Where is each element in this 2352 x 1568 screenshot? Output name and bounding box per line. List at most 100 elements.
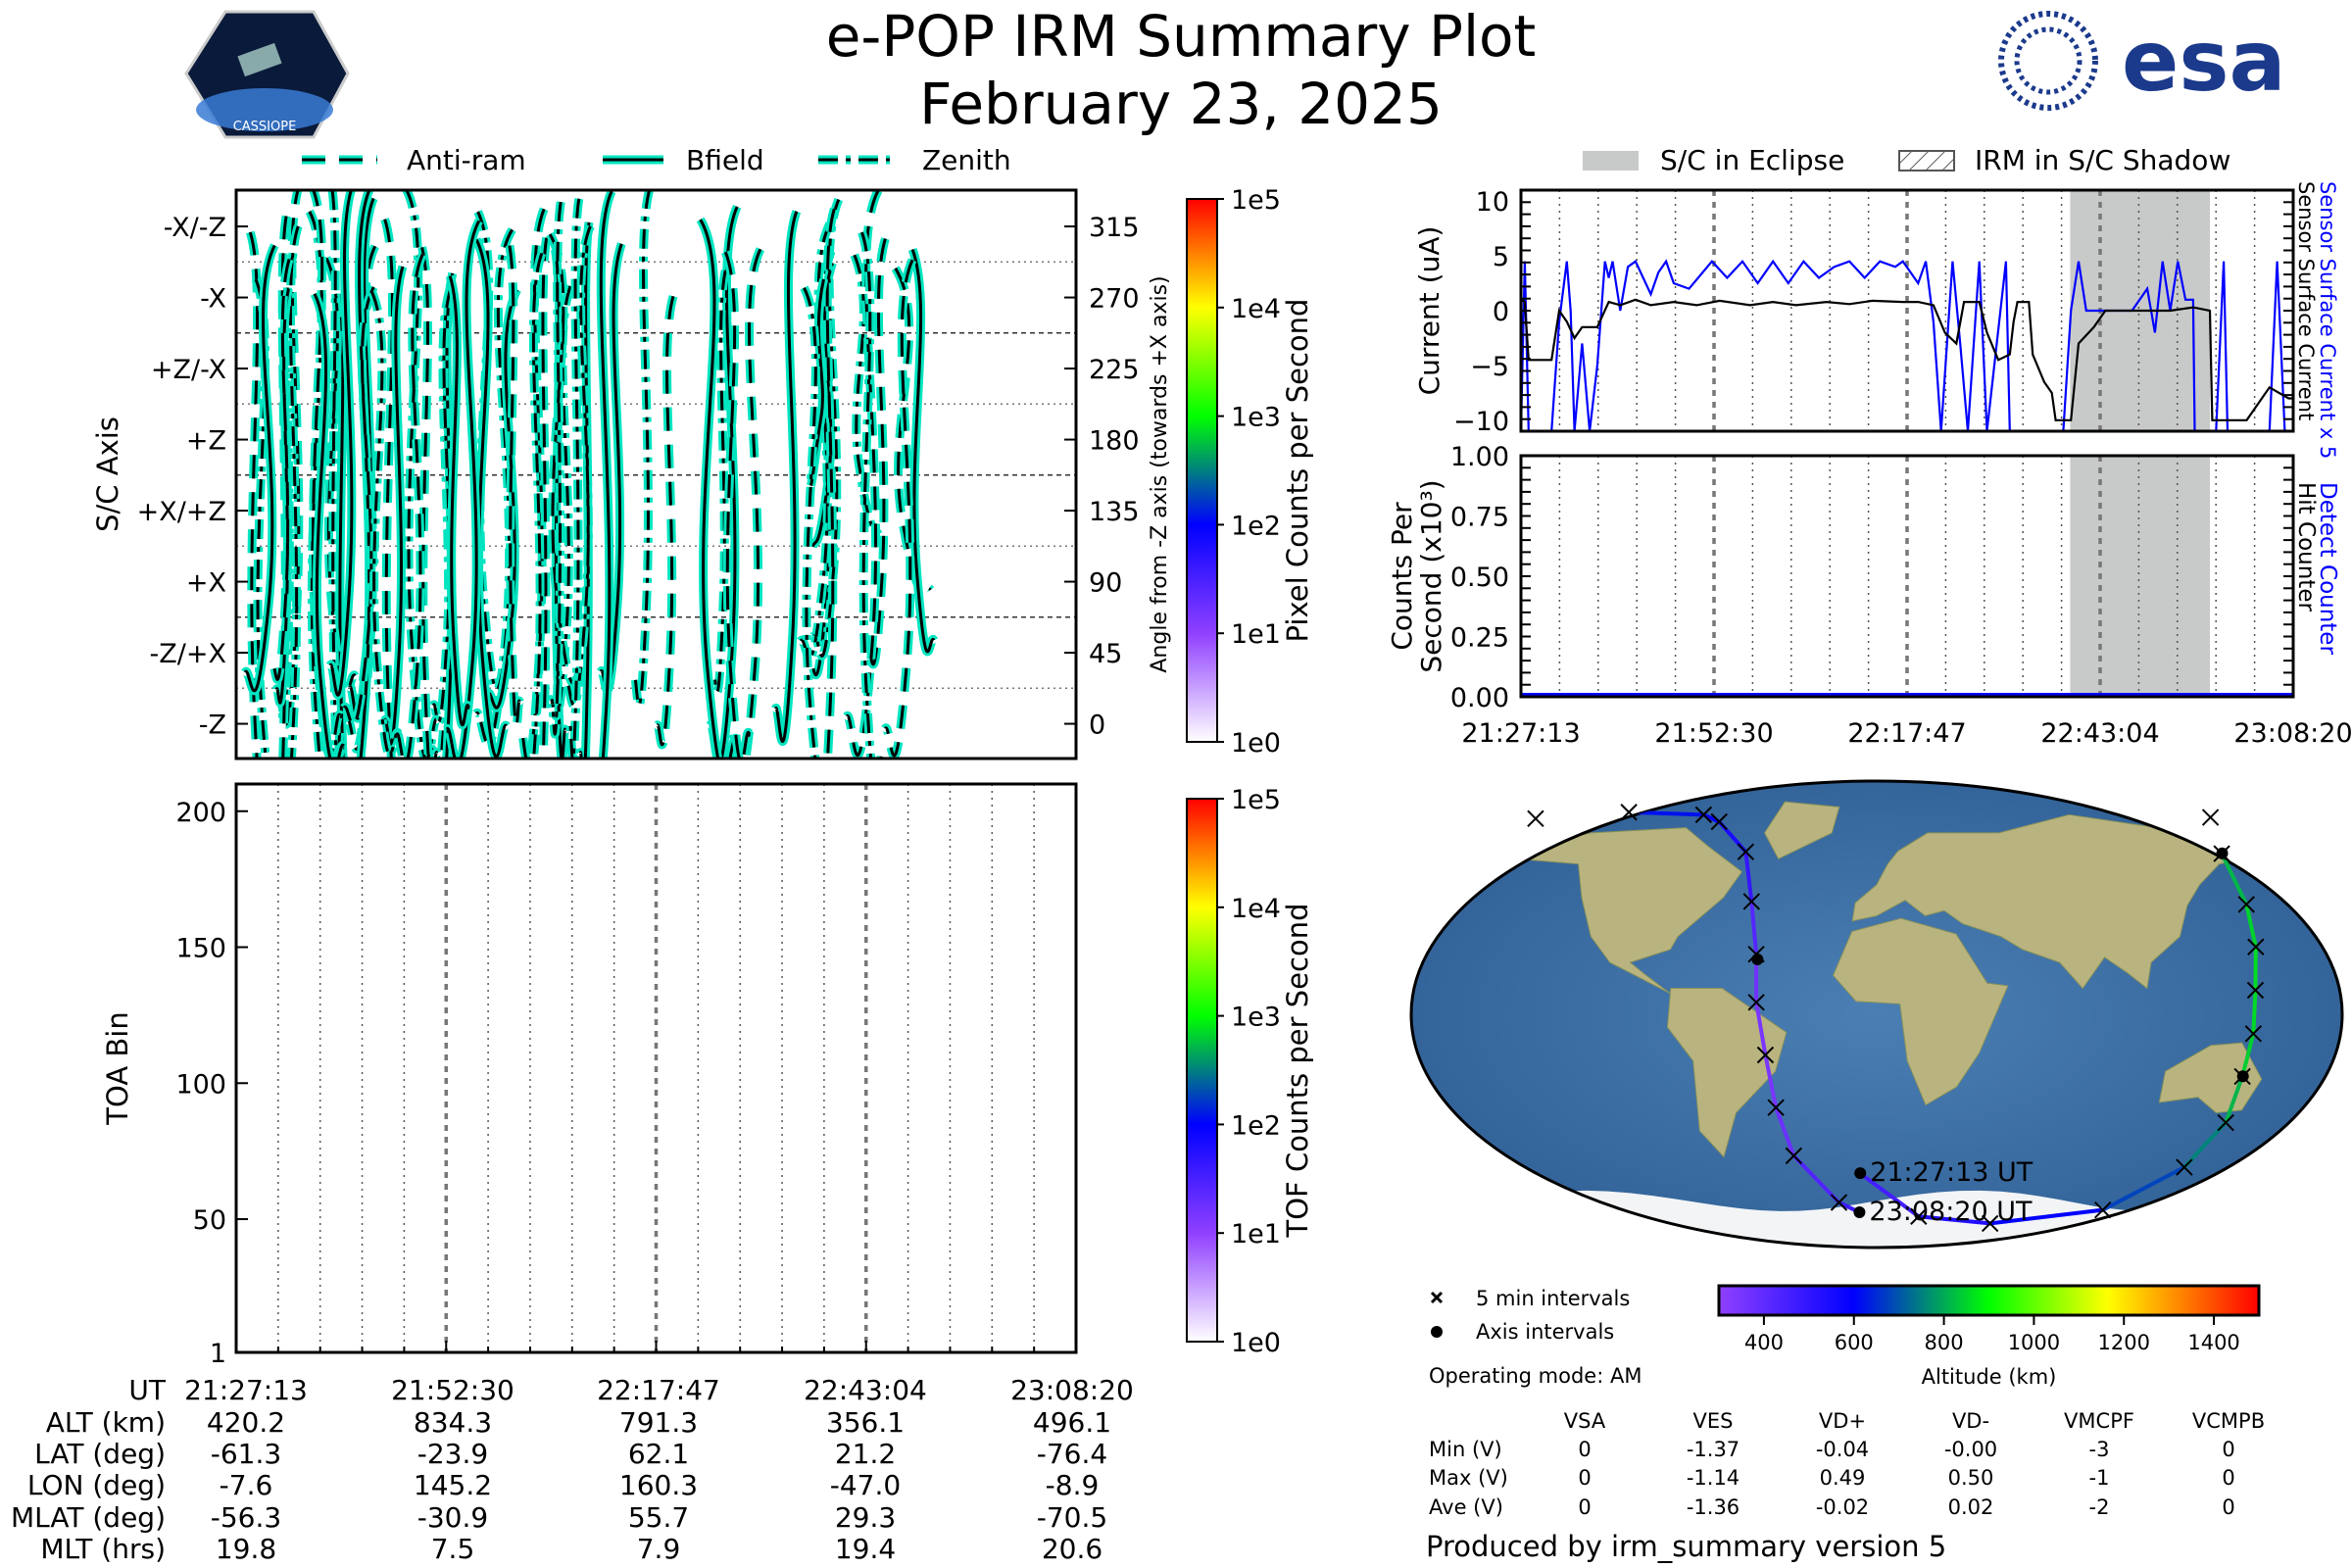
- track-segment: [2251, 988, 2258, 1036]
- legend-zenith: Zenith: [818, 144, 1011, 176]
- zenith-trace: [550, 201, 563, 736]
- track-segment: [2244, 902, 2258, 950]
- axis-interval-marker: [2216, 847, 2229, 859]
- track-end-label: 23:08:20 UT: [1869, 1197, 2033, 1227]
- eclipse-swatch: [1583, 151, 1639, 171]
- colorbar-title: Pixel Counts per Second: [1281, 299, 1314, 643]
- legend-anti-ram-label: Anti-ram: [407, 144, 526, 176]
- eclipse-legend: S/C in Eclipse IRM in S/C Shadow: [1583, 144, 2230, 176]
- legend-bfield: Bfield: [603, 144, 764, 176]
- ephemeris-cell: 62.1: [628, 1438, 689, 1470]
- toa-tick-label: 150: [175, 934, 226, 964]
- map-border: [1409, 779, 2344, 1250]
- anti-ram-trace: [270, 259, 291, 681]
- five-min-marker: [2176, 1158, 2193, 1176]
- zenith-trace: [288, 225, 300, 759]
- voltage-header: VSA: [1564, 1409, 1606, 1433]
- bfield-trace: [313, 293, 345, 759]
- voltage-cell: 0: [1578, 1495, 1591, 1519]
- ephemeris-cell: 19.4: [835, 1533, 896, 1565]
- colorbar-tick-label: 1e0: [1231, 728, 1281, 759]
- angle-tick-label: 270: [1089, 284, 1140, 315]
- ephemeris-cell: 834.3: [414, 1406, 492, 1439]
- legend-bfield-label: Bfield: [686, 144, 764, 176]
- track-segment: [1533, 809, 1632, 821]
- voltage-cell: 0.50: [1948, 1466, 1994, 1490]
- time-tick-label: 22:17:47: [1847, 718, 1966, 749]
- track-segment: [1856, 1170, 1921, 1219]
- voltage-cell: 0.49: [1820, 1466, 1866, 1490]
- bfield-trace: [448, 275, 470, 727]
- legend-zenith-label: Zenith: [922, 144, 1011, 176]
- colorbar-tick-label: 1e3: [1231, 403, 1281, 433]
- axis-interval-marker: [2236, 1070, 2249, 1083]
- altitude-colorbar: [1717, 1284, 2261, 1317]
- voltage-header: VMCPF: [2064, 1409, 2134, 1433]
- voltage-cell: -0.04: [1816, 1438, 1869, 1461]
- angle-tick-label: 0: [1089, 710, 1105, 741]
- voltage-cell: -1: [2089, 1466, 2110, 1490]
- ephemeris-cell: -61.3: [211, 1438, 281, 1470]
- zenith-trace: [564, 225, 592, 707]
- anti-ram-trace: [808, 250, 833, 677]
- ephemeris-cell: 55.7: [628, 1501, 689, 1534]
- sensor-current-x5-label: Sensor Surface Current x 5: [2316, 181, 2339, 459]
- legend-anti-ram: Anti-ram: [302, 144, 526, 176]
- bfield-trace: [910, 248, 936, 654]
- bfield-trace: [358, 190, 371, 759]
- zenith-trace: [860, 231, 885, 759]
- colorbar-tick-label: 1e4: [1231, 294, 1281, 324]
- sc-axis-tick-label: +Z: [186, 426, 226, 457]
- angle-tick-label: 225: [1089, 355, 1140, 385]
- anti-ram-trace: [656, 295, 675, 747]
- colorbar-tick-label: 1e1: [1231, 1219, 1281, 1250]
- ephemeris-cell: 356.1: [826, 1406, 905, 1439]
- counts-ylabel-line2: Second (x10³): [1415, 479, 1447, 672]
- anti-ram-trace: [248, 231, 260, 759]
- ephemeris-cell: 7.9: [637, 1533, 681, 1565]
- altitude-tick-label: 1000: [2008, 1331, 2060, 1354]
- bfield-trace: [445, 220, 481, 759]
- five-min-marker: [2094, 1200, 2112, 1219]
- land-south-america: [1666, 988, 1788, 1158]
- ephemeris-row-label: MLT (hrs): [40, 1533, 166, 1565]
- ephemeris-cell: 21:52:30: [391, 1374, 514, 1406]
- toa-tick-label: 200: [175, 798, 226, 828]
- angle-tick-label: 135: [1089, 497, 1140, 527]
- angle-tick-label: 180: [1089, 426, 1140, 457]
- colorbar-tick-label: 1e3: [1231, 1003, 1281, 1033]
- anti-ram-trace: [420, 246, 439, 759]
- altitude-tick-label: 800: [1925, 1331, 1964, 1354]
- zenith-trace: [431, 288, 453, 723]
- altitude-tick-label: 400: [1744, 1331, 1784, 1354]
- voltage-cell: -1.37: [1687, 1438, 1740, 1461]
- sc-axis-ylabel: S/C Axis: [91, 416, 124, 532]
- five-min-marker: [2217, 1113, 2234, 1132]
- ephemeris-row-label: UT: [128, 1374, 166, 1406]
- track-segment: [1987, 1207, 2105, 1226]
- bfield-trace: [486, 288, 519, 710]
- page-date: February 23, 2025: [919, 71, 1443, 137]
- time-tick-label: 21:52:30: [1654, 718, 1773, 749]
- sc-axis-panel: 315 -X/-Z 270 -X 225 +Z/-X 180 +Z 135 +X/+Z 90 +X 45…: [91, 185, 1314, 760]
- five-min-marker: [2237, 896, 2255, 913]
- series-group: [1521, 259, 2293, 431]
- track-segment: [1701, 812, 1722, 824]
- five-min-marker: [1785, 1147, 1803, 1165]
- five-min-marker: [1981, 1214, 1999, 1233]
- track-segment: [1754, 1000, 1768, 1057]
- zenith-trace: [370, 291, 400, 757]
- counts-tick-label: 0.25: [1450, 623, 1509, 654]
- five-min-marker: [2247, 938, 2265, 956]
- counts-tick-label: 0.00: [1450, 683, 1509, 713]
- five-min-marker: [1910, 1207, 1928, 1225]
- toa-panel: 200 150 100 50 1 TOA Bin 1e5 1e4 1e3 1e2 1e1 1e0 TOF…: [101, 782, 1314, 1369]
- ephemeris-row-label: MLAT (deg): [11, 1501, 166, 1534]
- shadow-swatch: [1898, 150, 1955, 172]
- sensor-surface-current-x5-line: [1521, 259, 2293, 431]
- track-segment: [2224, 1074, 2245, 1125]
- ephemeris-cell: -8.9: [1046, 1469, 1100, 1501]
- ephemeris-cell: -47.0: [830, 1469, 901, 1501]
